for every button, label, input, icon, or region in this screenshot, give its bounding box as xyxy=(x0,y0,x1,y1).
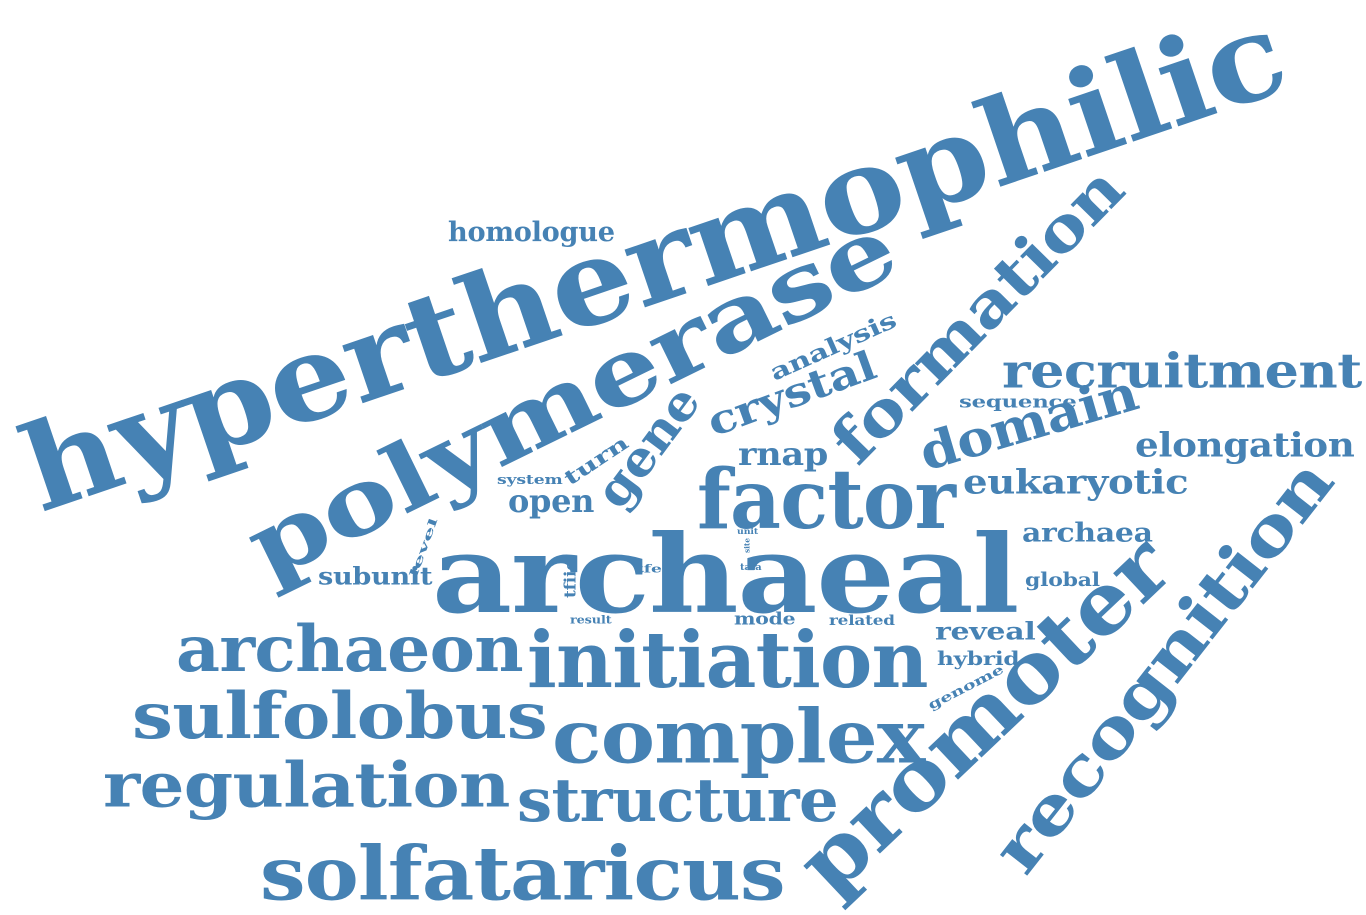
word-tfea: tfeα xyxy=(636,562,675,576)
word-reveal: reveal xyxy=(935,616,1036,646)
word-sulfolobus: sulfolobus xyxy=(132,679,548,755)
word-initiation: initiation xyxy=(527,615,929,707)
word-unit: unit xyxy=(737,525,759,536)
word-tata: tata xyxy=(740,562,762,573)
word-archaeon: archaeon xyxy=(176,612,524,688)
word-tfiie: tfiie xyxy=(560,560,580,598)
word-regulation: regulation xyxy=(103,748,510,822)
word-solfataricus: solfataricus xyxy=(260,831,786,915)
word-elongation: elongation xyxy=(1135,425,1355,466)
word-related: related xyxy=(829,613,895,630)
word-eukaryotic: eukaryotic xyxy=(963,462,1189,503)
word-complex: complex xyxy=(552,694,925,781)
word-recruitment: recruitment xyxy=(1002,343,1362,400)
word-hybrid: hybrid xyxy=(937,648,1020,671)
word-result: result xyxy=(570,613,612,627)
word-open: open xyxy=(508,482,595,521)
word-rnap: rnap xyxy=(738,435,828,474)
word-global: global xyxy=(1025,569,1100,592)
word-archaeal: archaeal xyxy=(432,511,1019,638)
word-structure: structure xyxy=(517,766,839,837)
word-site: site xyxy=(742,537,752,553)
word-archaea: archaea xyxy=(1022,518,1153,549)
word-sequence: sequence xyxy=(959,392,1077,413)
word-system: system xyxy=(497,472,563,488)
word-factor: factor xyxy=(697,452,956,549)
word-subunit: subunit xyxy=(318,561,433,591)
word-mode: mode xyxy=(734,609,796,630)
word-homologue: homologue xyxy=(448,216,615,248)
